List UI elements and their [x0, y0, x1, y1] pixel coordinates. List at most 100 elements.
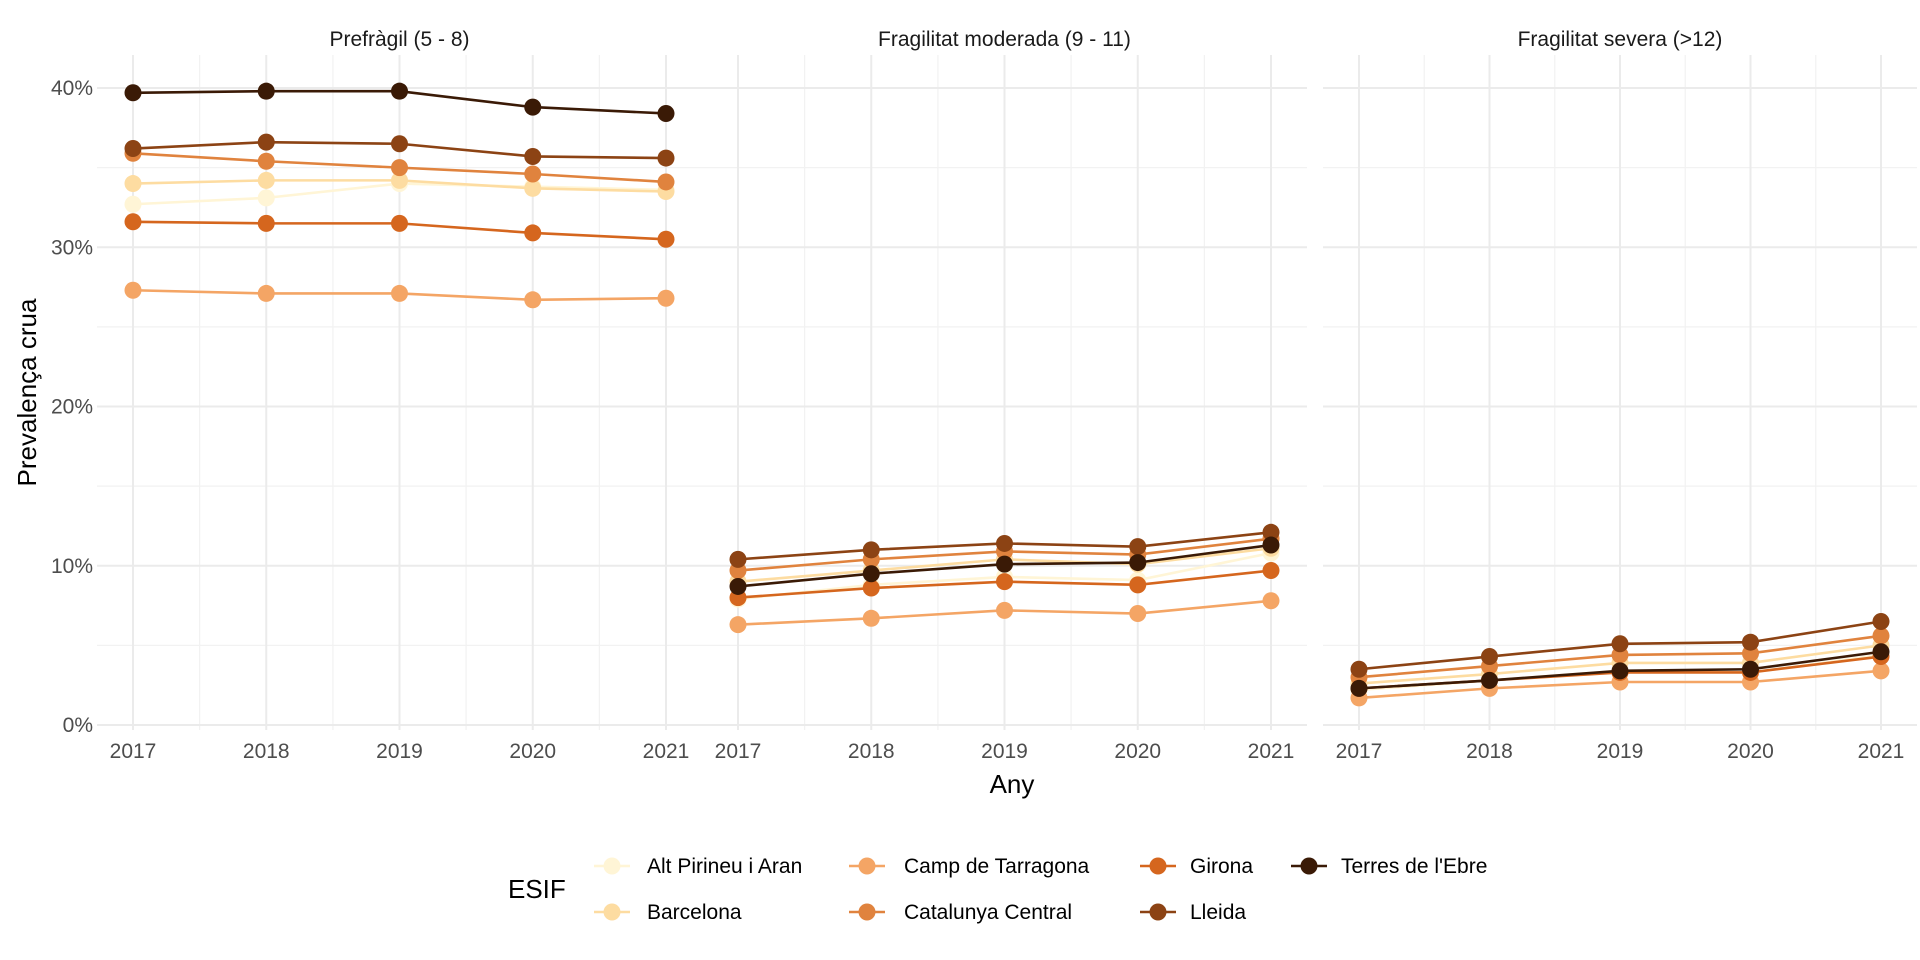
- legend-item-barcelona: Barcelona: [594, 901, 742, 924]
- x-tick-label: 2020: [1114, 740, 1161, 763]
- data-point: [124, 84, 142, 102]
- series-terres-de-l-ebre: [124, 82, 675, 122]
- data-point: [124, 195, 142, 213]
- x-tick-label: 2019: [1597, 740, 1644, 763]
- data-point: [1350, 660, 1368, 678]
- data-point: [1129, 605, 1147, 623]
- data-point: [657, 230, 675, 248]
- data-point: [257, 171, 275, 189]
- x-tick-label: 2018: [848, 740, 895, 763]
- x-tick-label: 2017: [1336, 740, 1383, 763]
- data-point: [1611, 662, 1629, 680]
- data-point: [524, 98, 542, 116]
- series-camp-de-tarragona: [124, 281, 675, 309]
- data-point: [391, 159, 408, 177]
- data-point: [1872, 627, 1890, 645]
- panel-title: Fragilitat severa (>12): [1518, 28, 1723, 51]
- x-tick-label: 2017: [715, 740, 762, 763]
- data-point: [524, 165, 542, 183]
- legend-item-catalunya-central: Catalunya Central: [849, 901, 1072, 924]
- data-point: [524, 224, 542, 242]
- panel-title: Fragilitat moderada (9 - 11): [878, 28, 1131, 51]
- series-terres-de-l-ebre: [1350, 643, 1890, 697]
- data-point: [1262, 562, 1280, 580]
- data-point: [391, 135, 408, 153]
- data-point: [1262, 523, 1280, 541]
- data-point: [524, 291, 542, 309]
- data-point: [657, 149, 675, 167]
- y-tick-label: 30%: [51, 236, 93, 259]
- x-tick-label: 2017: [110, 740, 157, 763]
- panel-prefr-gil-5-8: Prefràgil (5 - 8) 2017 2018 2019 2020 2021: [97, 28, 702, 763]
- data-point: [257, 152, 275, 170]
- data-point: [524, 179, 542, 197]
- data-point: [1742, 633, 1759, 651]
- data-point: [996, 555, 1013, 573]
- y-axis-title: Prevalença crua: [12, 298, 42, 486]
- data-point: [1350, 679, 1368, 697]
- legend-key-point: [1149, 857, 1167, 875]
- x-tick-label: 2018: [1466, 740, 1513, 763]
- data-point: [729, 577, 747, 595]
- data-point: [1481, 671, 1498, 689]
- data-point: [1129, 554, 1147, 572]
- data-point: [257, 284, 275, 302]
- data-point: [257, 82, 275, 100]
- data-point: [124, 281, 142, 299]
- data-point: [1872, 612, 1890, 630]
- data-point: [729, 550, 747, 568]
- legend-item-alt-pirineu-i-aran: Alt Pirineu i Aran: [594, 855, 802, 878]
- data-point: [1742, 660, 1759, 678]
- x-tick-label: 2021: [1248, 740, 1295, 763]
- legend-label: Catalunya Central: [904, 901, 1072, 924]
- x-tick-label: 2019: [981, 740, 1028, 763]
- data-point: [657, 289, 675, 307]
- legend-item-lleida: Lleida: [1140, 901, 1246, 924]
- x-tick-label: 2021: [1858, 740, 1905, 763]
- legend-item-camp-de-tarragona: Camp de Tarragona: [849, 855, 1090, 878]
- panel-fragilitat-severa-12: Fragilitat severa (>12) 2017 2018 2019 2020 2…: [1323, 28, 1917, 763]
- legend-label: Terres de l'Ebre: [1341, 855, 1487, 878]
- legend-key-point: [1149, 903, 1167, 921]
- data-point: [257, 189, 275, 207]
- data-point: [257, 133, 275, 151]
- data-point: [391, 171, 408, 189]
- x-tick-label: 2021: [643, 740, 690, 763]
- data-point: [391, 284, 408, 302]
- data-point: [1262, 592, 1280, 610]
- data-point: [1481, 648, 1498, 666]
- legend-label: Camp de Tarragona: [904, 855, 1090, 878]
- data-point: [729, 616, 747, 634]
- series-terres-de-l-ebre: [729, 536, 1280, 595]
- x-tick-label: 2020: [1727, 740, 1774, 763]
- legend-label: Alt Pirineu i Aran: [647, 855, 802, 878]
- data-point: [862, 579, 880, 597]
- data-point: [657, 173, 675, 191]
- data-point: [391, 214, 408, 232]
- panel-title: Prefràgil (5 - 8): [329, 28, 469, 51]
- legend: ESIF Alt Pirineu i Aran Barcelona Camp de T…: [508, 855, 1487, 924]
- data-point: [996, 573, 1013, 591]
- y-tick-label: 10%: [51, 555, 93, 578]
- data-point: [524, 147, 542, 165]
- x-tick-label: 2019: [376, 740, 423, 763]
- data-point: [1262, 536, 1280, 554]
- series-camp-de-tarragona: [729, 592, 1280, 634]
- series-lleida: [729, 523, 1280, 568]
- legend-label: Lleida: [1190, 901, 1246, 924]
- y-tick-label: 0%: [63, 714, 93, 737]
- y-tick-label: 20%: [51, 396, 93, 419]
- x-tick-label: 2018: [243, 740, 290, 763]
- data-point: [1872, 662, 1890, 680]
- legend-label: Barcelona: [647, 901, 742, 924]
- legend-key-point: [603, 903, 621, 921]
- data-point: [124, 140, 142, 158]
- legend-title: ESIF: [508, 874, 566, 904]
- y-tick-label: 40%: [51, 77, 93, 100]
- data-point: [657, 104, 675, 122]
- data-point: [862, 565, 880, 583]
- data-point: [257, 214, 275, 232]
- legend-item-terres-de-l-ebre: Terres de l'Ebre: [1291, 855, 1487, 878]
- data-point: [996, 534, 1013, 552]
